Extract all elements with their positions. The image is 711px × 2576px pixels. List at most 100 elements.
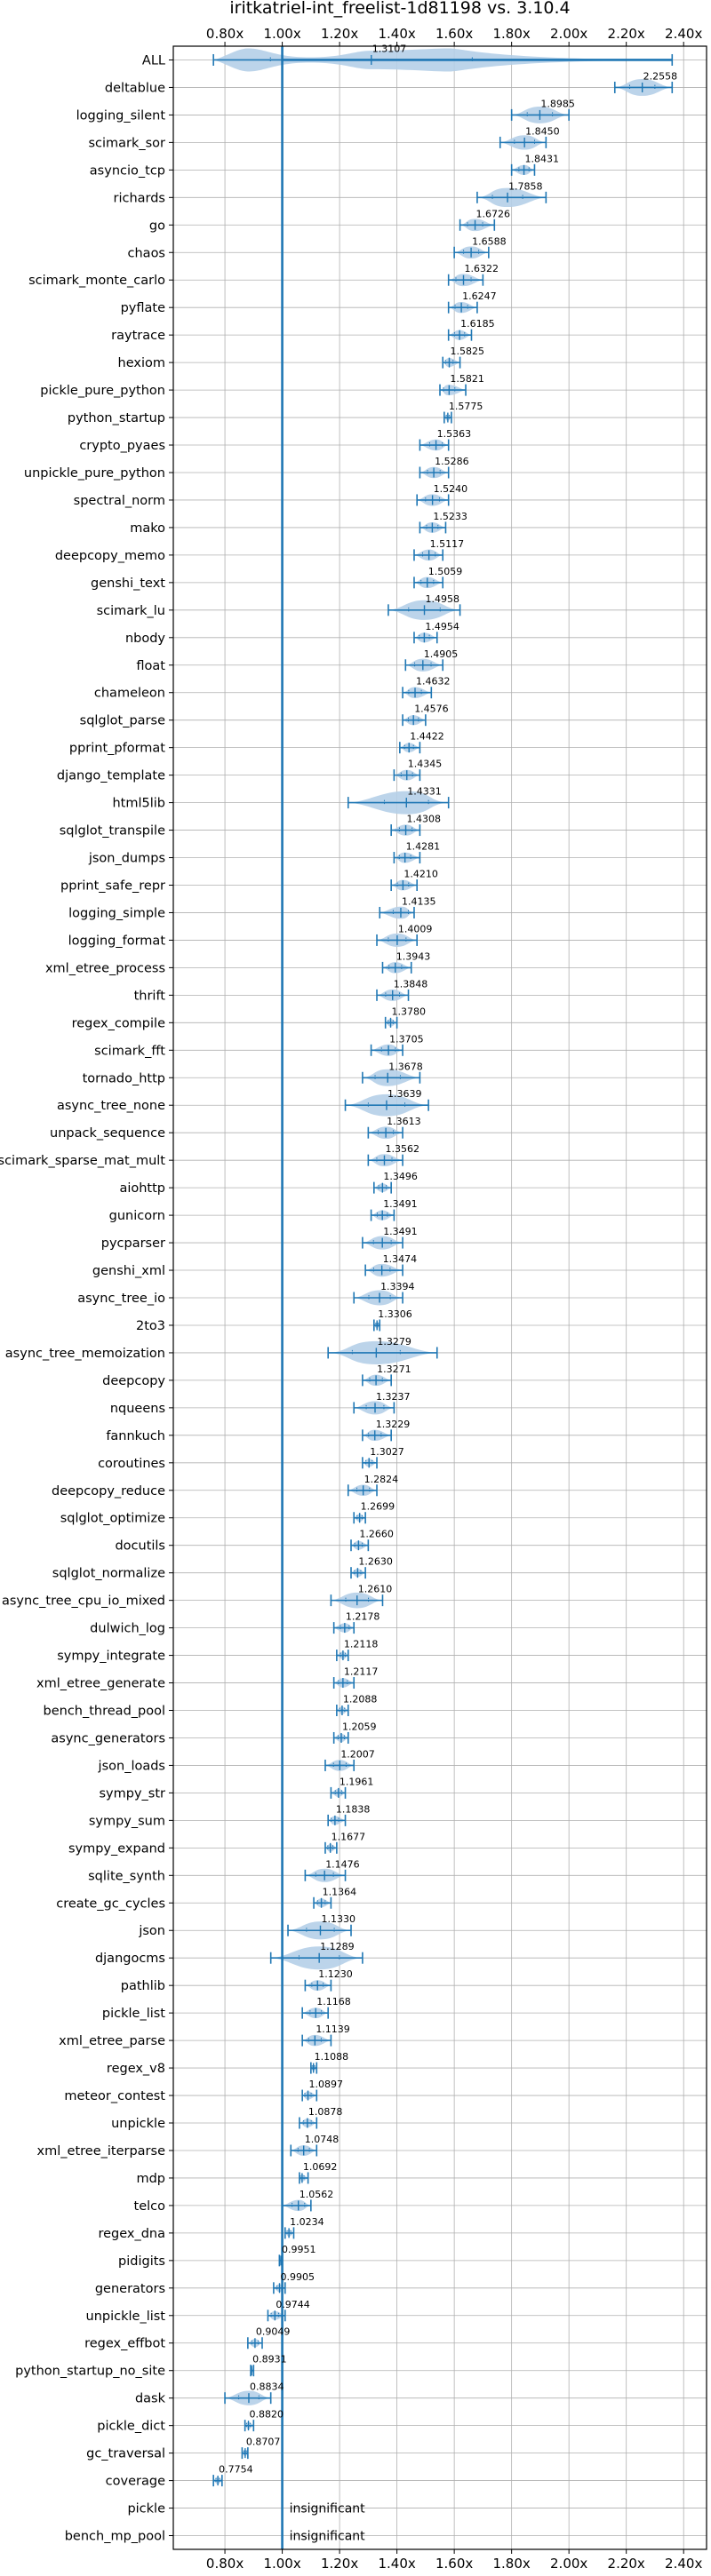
data-label: 1.5059 (428, 566, 462, 577)
data-label: 0.9951 (282, 2244, 316, 2255)
data-label: 1.2088 (343, 1694, 378, 1705)
chart-title: iritkatriel-int_freelist-1d81198 vs. 3.1… (229, 0, 570, 18)
data-label: 0.9905 (281, 2271, 316, 2283)
data-label: 1.2118 (344, 1639, 379, 1650)
category-label: pidigits (118, 2254, 165, 2269)
data-label: 1.2059 (342, 1721, 377, 1732)
data-label: 0.8931 (252, 2354, 287, 2365)
data-label: 1.4576 (414, 704, 449, 715)
category-label: asyncio_tcp (90, 163, 165, 178)
data-label: 1.3848 (394, 978, 428, 990)
category-label: pickle_dict (97, 2420, 165, 2434)
data-label: 1.4905 (424, 648, 459, 660)
data-label: 1.5117 (430, 538, 464, 550)
category-label: go (149, 219, 165, 233)
category-label: xml_etree_parse (59, 2034, 165, 2048)
category-label: ALL (142, 53, 165, 68)
category-label: sympy_str (100, 1786, 166, 1801)
data-label: 1.0748 (305, 2134, 340, 2145)
category-label: python_startup (68, 411, 165, 425)
category-label: async_generators (51, 1731, 165, 1745)
data-label: 1.3394 (380, 1281, 415, 1292)
category-label: crypto_pyaes (79, 439, 165, 453)
category-label: sqlglot_transpile (60, 824, 165, 839)
category-label: regex_v8 (107, 2062, 165, 2076)
tick-label-top: 2.00x (550, 26, 587, 42)
category-label: dask (135, 2392, 166, 2406)
data-label: 1.4135 (402, 895, 436, 907)
category-label: async_tree_memoization (5, 1347, 165, 1361)
category-label: genshi_xml (92, 1264, 165, 1278)
data-label: 0.9744 (276, 2299, 310, 2310)
reference-line-layer (281, 46, 673, 2549)
category-label: gunicorn (109, 1209, 165, 1223)
category-label: html5lib (112, 797, 165, 811)
data-label: 1.1168 (316, 1996, 351, 2008)
category-label: scimark_sor (88, 136, 165, 150)
category-label: scimark_lu (97, 604, 165, 618)
category-label: float (136, 659, 165, 673)
data-label: 1.5363 (437, 428, 472, 440)
data-label: 1.6185 (460, 318, 495, 330)
data-label: 1.7858 (508, 180, 543, 192)
category-label: unpickle_pure_python (24, 466, 165, 481)
category-label: sqlglot_normalize (52, 1567, 165, 1581)
category-label: scimark_monte_carlo (28, 274, 165, 288)
data-label: 1.2117 (344, 1666, 379, 1678)
category-label: json_dumps (88, 852, 165, 866)
category-label: meteor_contest (64, 2089, 165, 2103)
data-label: 0.8834 (250, 2381, 284, 2393)
tick-label-top: 1.40x (378, 26, 415, 42)
category-label: mdp (136, 2172, 165, 2186)
data-label: 1.8431 (525, 153, 560, 164)
tick-label-bottom: 2.00x (550, 2556, 587, 2572)
category-label: json (138, 1924, 165, 1938)
grid-lines (173, 46, 707, 2549)
category-label: unpickle_list (86, 2310, 166, 2324)
data-label: 1.3943 (396, 950, 431, 962)
category-label: pickle_pure_python (40, 384, 165, 398)
category-label: pyflate (121, 301, 165, 315)
data-label: 1.3107 (372, 43, 407, 54)
category-label: xml_etree_generate (36, 1677, 165, 1691)
data-label: 1.1088 (315, 2051, 349, 2063)
data-label: 1.3496 (383, 1171, 418, 1182)
data-label: 1.4632 (416, 676, 451, 688)
category-label: logging_silent (76, 108, 166, 123)
category-label: spectral_norm (74, 494, 165, 508)
data-label: 1.4422 (410, 731, 444, 743)
category-label: django_template (57, 769, 165, 783)
category-label: hexiom (118, 356, 165, 370)
data-label: 1.0897 (309, 2079, 344, 2090)
category-label: aiohttp (119, 1181, 165, 1196)
data-label: 1.3562 (385, 1143, 419, 1155)
data-label: 1.2610 (358, 1584, 393, 1595)
data-label: 1.4308 (407, 814, 442, 825)
data-label: 1.0234 (290, 2216, 324, 2228)
category-label: json_loads (98, 1759, 165, 1773)
data-label: 1.1230 (318, 1968, 353, 1980)
data-label: 1.5240 (434, 483, 468, 495)
data-label: 1.4954 (425, 621, 459, 632)
data-label: 1.2660 (359, 1529, 394, 1540)
tick-label-bottom: 2.20x (608, 2556, 645, 2572)
category-label: sympy_expand (68, 1841, 165, 1856)
data-label: 1.5286 (435, 456, 469, 467)
data-label: 1.3678 (388, 1061, 423, 1072)
data-label: 1.3705 (389, 1033, 424, 1045)
tick-label-bottom: 1.00x (263, 2556, 300, 2572)
data-label: 1.4331 (407, 786, 442, 798)
insignificant-label: insignificant (290, 2502, 366, 2516)
category-label: telco (134, 2199, 166, 2214)
data-label: 1.0878 (308, 2106, 343, 2118)
category-label: sympy_sum (89, 1814, 165, 1828)
category-labels: ALL deltablue logging_silent scimark_sorasy… (0, 53, 166, 2543)
data-label: 1.4958 (426, 593, 459, 605)
data-label: 1.1677 (332, 1831, 366, 1842)
data-label: 0.8707 (246, 2437, 281, 2448)
data-label: 1.1961 (340, 1776, 374, 1787)
data-label: 1.6322 (465, 263, 499, 274)
category-label: async_tree_io (77, 1292, 165, 1306)
data-label: 1.2699 (361, 1501, 395, 1513)
category-label: coroutines (98, 1457, 165, 1471)
